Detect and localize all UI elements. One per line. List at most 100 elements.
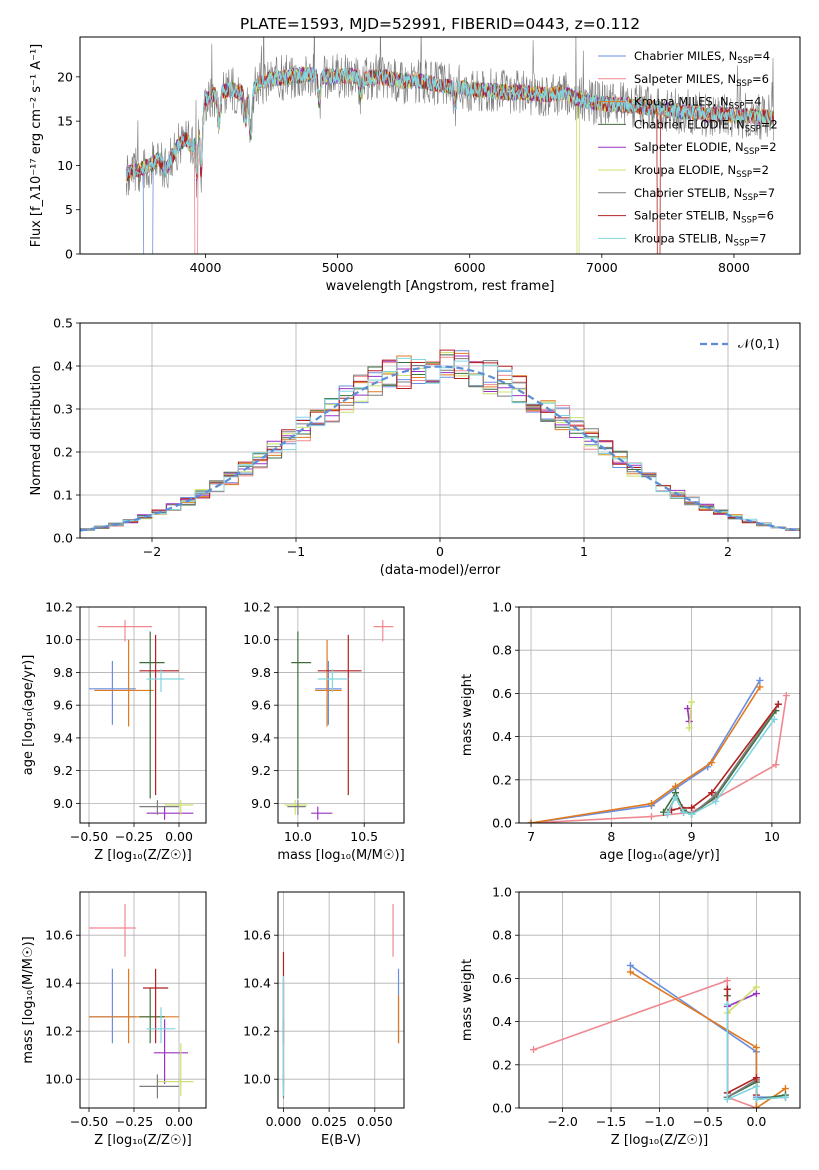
y-tick-label: 9.8 <box>251 665 271 680</box>
legend-text: =4 <box>744 95 761 109</box>
x-axis-label: age [log₁₀(age/yr)] <box>599 848 720 863</box>
y-tick-label: 0.4 <box>492 1014 512 1029</box>
plus-marker <box>752 1074 760 1082</box>
y-tick-label: 10.2 <box>243 1024 271 1039</box>
plus-marker <box>647 813 655 821</box>
axes-frame <box>518 606 801 824</box>
legend-subscript: SSP <box>729 102 745 112</box>
y-axis-label: Normed distribution <box>29 366 44 496</box>
legend-subscript: SSP <box>737 56 753 66</box>
plus-marker <box>708 759 716 767</box>
plus-marker <box>626 961 634 969</box>
plus-marker <box>688 698 696 706</box>
x-tick-label: 8000 <box>718 260 750 275</box>
histogram-step <box>80 349 800 531</box>
legend-subscript: SSP <box>734 238 750 248</box>
legend-entry: Chabrier ELODIE, NSSP=2 <box>634 117 778 134</box>
y-tick-label: 9.0 <box>251 796 271 811</box>
y-tick-label: 20 <box>57 69 73 84</box>
legend-entry: Kroupa ELODIE, NSSP=2 <box>634 163 769 180</box>
plot-area <box>89 620 194 820</box>
x-tick-label: 0.025 <box>311 1114 347 1129</box>
weight-line <box>662 710 777 816</box>
age-vs-metallicity-panel: −0.50 −0.25 0.00 9.0 9.2 9.4 9.6 9.8 10.0 10.2 Z [… <box>21 600 207 863</box>
y-axis-label: mass [log₁₀(M/M☉)] <box>21 936 36 1063</box>
x-tick-label: −1.0 <box>644 1114 674 1129</box>
x-tick-label: 7 <box>527 829 535 844</box>
legend-entry: Kroupa MILES, NSSP=4 <box>634 95 761 112</box>
x-axis-label: Z [log₁₀(Z/Z☉)] <box>611 1133 708 1148</box>
plus-marker <box>664 810 672 818</box>
x-tick-label: 0.00 <box>165 829 193 844</box>
y-axis-label: mass weight <box>460 674 475 756</box>
x-tick-label: −0.50 <box>70 1114 108 1129</box>
plus-marker <box>626 968 634 976</box>
y-tick-label: 0.0 <box>53 531 73 546</box>
plus-marker <box>752 1104 760 1108</box>
plus-marker <box>770 715 778 723</box>
plus-marker <box>688 810 696 818</box>
legend-text: =6 <box>757 209 774 223</box>
weight-line <box>688 701 693 729</box>
weight-line <box>530 686 761 823</box>
legend-subscript: SSP <box>736 170 752 180</box>
weight-line <box>666 718 775 816</box>
plus-marker <box>712 791 720 799</box>
x-tick-label: −1 <box>287 544 305 559</box>
plot-area <box>282 904 400 1099</box>
y-tick-label: 9.2 <box>53 763 73 778</box>
weight-line <box>666 703 779 816</box>
x-tick-label: 2 <box>724 544 732 559</box>
axes-frame <box>79 322 801 539</box>
y-tick-label: 10.2 <box>45 1024 73 1039</box>
y-tick-label: 10.0 <box>243 632 271 647</box>
x-tick-label: 4000 <box>190 260 222 275</box>
x-tick-label: 7000 <box>586 260 618 275</box>
y-axis-label: Flux [f_λ10⁻¹⁷ erg cm⁻² s⁻¹ A⁻¹] <box>29 44 44 248</box>
y-tick-label: 0.5 <box>53 316 73 331</box>
residual-distribution-panel: −2 −1 0 1 2 0.0 0.1 0.2 0.3 0.4 0.5 (data-model)/er… <box>29 316 801 578</box>
y-tick-label: 0.0 <box>492 1101 512 1116</box>
x-tick-label: 10.5 <box>350 829 378 844</box>
legend-text: =4 <box>753 49 770 63</box>
y-tick-label: 5 <box>65 202 73 217</box>
y-tick-label: 0.4 <box>492 729 512 744</box>
y-tick-label: 0.1 <box>53 488 73 503</box>
weight-line <box>530 695 788 823</box>
x-tick-label: 0.0 <box>746 1114 766 1129</box>
legend-text: Chabrier STELIB, N <box>634 186 742 200</box>
x-tick-label: 6000 <box>454 260 486 275</box>
x-tick-label: −2 <box>143 544 161 559</box>
legend-subscript: SSP <box>742 193 758 203</box>
x-tick-label: 0 <box>436 544 444 559</box>
y-tick-label: 1.0 <box>492 885 512 900</box>
weight-vs-metallicity-panel: −2.0 −1.5 −1.0 −0.5 0.0 0.0 0.2 0.4 0.6 0.8 1.0 Z [… <box>460 885 801 1148</box>
y-tick-label: 0.8 <box>492 643 512 658</box>
y-tick-label: 10.6 <box>45 928 73 943</box>
legend-entry: Salpeter MILES, NSSP=6 <box>634 72 769 89</box>
y-tick-label: 9.0 <box>53 796 73 811</box>
plot-area <box>125 37 774 254</box>
spectrum-line <box>125 66 774 179</box>
x-axis-label: Z [log₁₀(Z/Z☉)] <box>94 848 191 863</box>
axes-frame <box>79 891 207 1109</box>
y-tick-label: 10.4 <box>243 976 271 991</box>
plus-marker <box>781 1085 789 1093</box>
y-tick-label: 0.8 <box>492 928 512 943</box>
y-tick-label: 9.4 <box>251 730 271 745</box>
legend-text: =7 <box>749 231 766 245</box>
plus-marker <box>752 1044 760 1052</box>
y-tick-label: 10.0 <box>45 1072 73 1087</box>
x-tick-label: −0.25 <box>115 1114 153 1129</box>
plus-marker <box>527 819 535 823</box>
x-tick-label: −0.25 <box>115 829 153 844</box>
plus-marker <box>752 1082 760 1090</box>
plus-marker <box>712 797 720 805</box>
legend-text: =7 <box>758 186 775 200</box>
x-axis-label: Z [log₁₀(Z/Z☉)] <box>94 1133 191 1148</box>
y-tick-label: 0.2 <box>53 445 73 460</box>
legend-subscript: SSP <box>744 147 760 157</box>
legend-subscript: SSP <box>736 79 752 89</box>
y-tick-label: 0.2 <box>492 772 512 787</box>
